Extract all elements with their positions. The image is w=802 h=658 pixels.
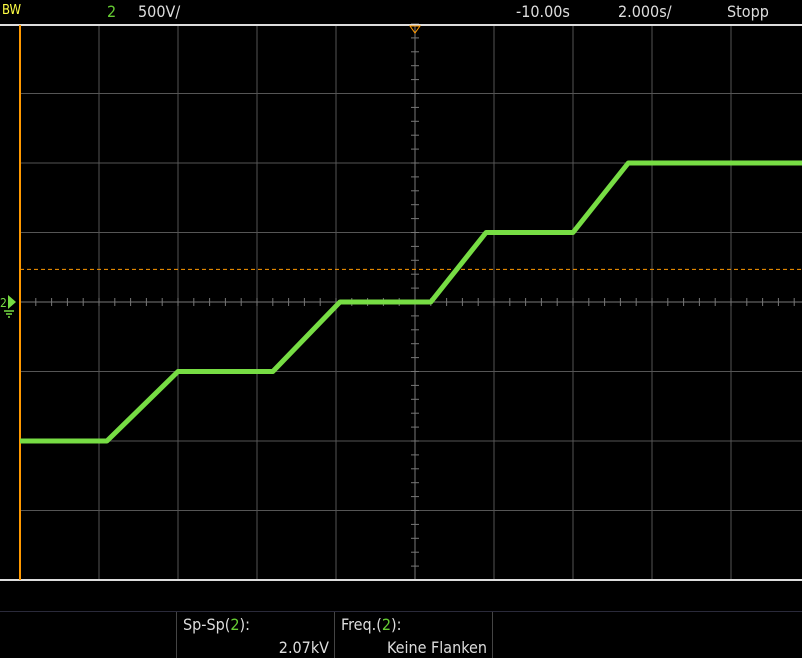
measurement-empty-slot[interactable] — [492, 612, 802, 658]
measurement-peak-to-peak[interactable]: Sp-Sp(2): 2.07kV — [176, 612, 335, 658]
channel-2-ground-marker — [8, 295, 16, 309]
acquisition-state[interactable]: Stopp — [727, 2, 769, 21]
time-delay[interactable]: -10.00s — [516, 2, 570, 21]
measurement-bar: Sp-Sp(2): 2.07kV Freq.(2): Keine Flanken — [0, 611, 802, 658]
trigger-position-marker — [409, 25, 421, 34]
measurement-label-suffix: ): — [239, 615, 250, 634]
volts-per-div[interactable]: 500V/ — [138, 2, 181, 21]
bw-limit-indicator: BW — [2, 3, 22, 18]
measurement-frequency[interactable]: Freq.(2): Keine Flanken — [334, 612, 493, 658]
channel-2-marker-label: 2 — [0, 296, 7, 310]
measurement-label-suffix: ): — [391, 615, 402, 634]
ground-icon — [4, 310, 14, 318]
channel-2-waveform — [20, 160, 802, 444]
measurement-label: Sp-Sp( — [183, 615, 231, 634]
measurement-value: 2.07kV — [278, 638, 329, 657]
measurement-channel: 2 — [230, 615, 240, 634]
measurement-channel: 2 — [381, 615, 392, 634]
status-bar: BW 2 500V/ -10.00s 2.000s/ Stopp — [0, 0, 802, 25]
measurement-value: Keine Flanken — [386, 638, 487, 657]
measurement-label: Freq.( — [341, 615, 382, 634]
waveform-display: 2 — [0, 23, 802, 581]
time-per-div[interactable]: 2.000s/ — [618, 2, 672, 21]
channel-number[interactable]: 2 — [107, 2, 117, 21]
